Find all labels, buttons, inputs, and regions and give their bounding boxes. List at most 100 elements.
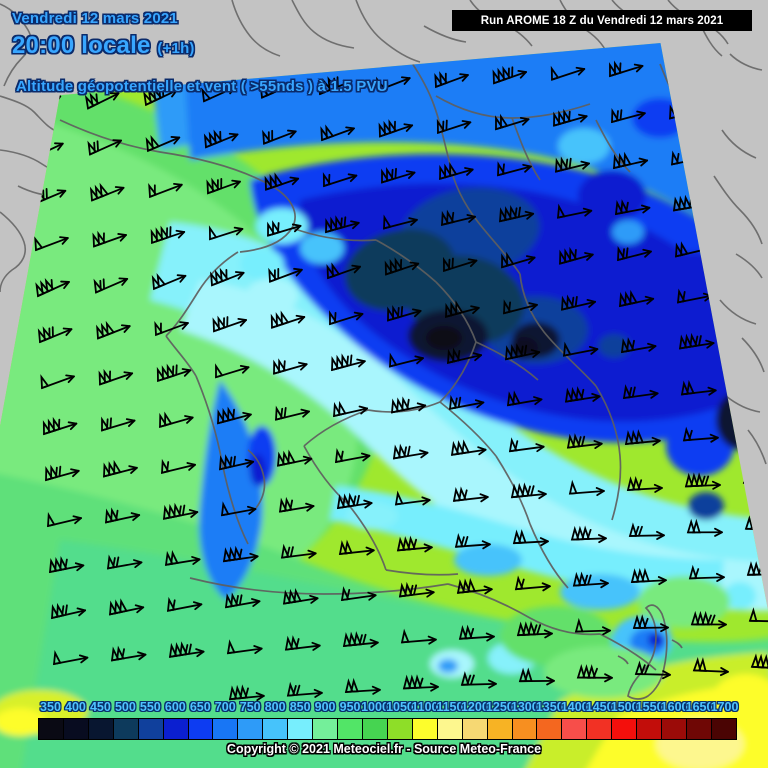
wind-barb <box>276 449 313 467</box>
colorbar-legend: 350 400 450 500 550 600 650 700 750 800 850 900 950 1… <box>0 700 768 768</box>
wind-barb <box>344 677 381 695</box>
wind-barb <box>514 575 551 592</box>
wind-barb <box>555 156 590 173</box>
forecast-hour-offset: (+1h) <box>157 40 195 57</box>
wind-barb <box>220 501 257 517</box>
wind-barb <box>92 230 127 248</box>
wind-barb <box>392 443 429 460</box>
wind-barb <box>454 533 491 550</box>
colorbar-tick: 900 <box>314 700 336 714</box>
colorbar-swatch <box>437 719 463 739</box>
colorbar-tick: 950 <box>339 700 361 714</box>
wind-barb <box>611 108 646 124</box>
wind-barb <box>748 607 768 623</box>
colorbar-tick: 1700 <box>710 700 739 714</box>
wind-barb <box>378 119 414 138</box>
colorbar-tick: 700 <box>214 700 236 714</box>
wind-barb <box>381 166 416 184</box>
colorbar-swatch <box>288 719 314 739</box>
wind-barb <box>148 182 183 199</box>
wind-barb <box>622 384 659 400</box>
model-run-banner: Run AROME 18 Z du Vendredi 12 mars 2021 <box>452 10 752 31</box>
wind-barb <box>439 162 474 180</box>
wind-barb <box>262 129 297 145</box>
colorbar-swatch <box>462 719 488 739</box>
colorbar-tick: 1500 <box>610 700 639 714</box>
colorbar-tick: 1100 <box>411 700 439 714</box>
wind-barb <box>338 539 375 556</box>
wind-barb <box>161 458 196 474</box>
forecast-hour-label: 20:00 locale (+1h) <box>12 32 195 60</box>
wind-barb <box>228 684 265 702</box>
wind-barb <box>150 225 186 245</box>
wind-barb <box>387 305 422 322</box>
wind-barb <box>108 598 145 616</box>
colorbar-tick: 400 <box>65 700 86 714</box>
wind-barb <box>402 674 439 692</box>
wind-barb <box>45 464 80 482</box>
colorbar-tick: 1350 <box>535 700 564 714</box>
wind-barb <box>456 577 493 595</box>
colorbar-tick: 1650 <box>685 700 714 714</box>
wind-barb <box>499 204 535 223</box>
colorbar-tick: 1250 <box>485 700 514 714</box>
wind-barb <box>168 641 205 658</box>
wind-barb <box>508 437 545 453</box>
wind-barb <box>334 448 371 464</box>
wind-barb <box>501 251 536 269</box>
wind-barb <box>518 667 555 686</box>
wind-barb <box>342 631 379 648</box>
wind-barb <box>159 411 194 428</box>
wind-barb <box>572 571 609 589</box>
colorbar-swatch <box>362 719 388 739</box>
wind-barb <box>268 267 303 283</box>
wind-barb <box>222 545 259 563</box>
wind-barb <box>264 172 300 191</box>
colorbar-tick: 600 <box>164 700 186 714</box>
colorbar-tick: 1450 <box>585 700 614 714</box>
wind-barb <box>212 315 248 333</box>
wind-barb <box>201 85 236 103</box>
wind-barb <box>164 550 201 566</box>
wind-barb <box>329 310 364 326</box>
wind-barb <box>568 479 605 497</box>
wind-barb <box>550 65 586 81</box>
wind-barb <box>442 256 478 273</box>
wind-barb <box>613 151 649 170</box>
wind-barb <box>340 586 377 602</box>
colorbar-swatch <box>612 719 638 739</box>
wind-barb <box>445 300 480 318</box>
colorbar-swatch <box>637 719 663 739</box>
colorbar-swatch <box>487 719 513 739</box>
wind-barb <box>447 347 483 364</box>
wind-barb <box>448 394 485 410</box>
forecast-date-label: Vendredi 12 mars 2021 <box>12 10 178 27</box>
wind-barb <box>562 341 599 357</box>
wind-barb <box>143 86 178 107</box>
colorbar-swatch <box>213 719 239 739</box>
wind-barb <box>390 396 427 414</box>
wind-barb <box>492 65 528 85</box>
colorbar-swatch <box>313 719 339 739</box>
wind-barb <box>682 426 719 443</box>
wind-barb <box>325 215 360 234</box>
colorbar-swatch <box>711 719 736 739</box>
wind-barb <box>215 363 250 379</box>
wind-barb <box>383 214 418 230</box>
wind-barb <box>110 645 147 662</box>
wind-barb <box>389 352 424 368</box>
wind-barb <box>89 182 125 202</box>
colorbar-tick: 1050 <box>386 700 414 714</box>
wind-barb <box>559 246 594 265</box>
wind-barb <box>145 135 181 153</box>
colorbar-tick: 550 <box>139 700 161 714</box>
colorbar-tick: 500 <box>114 700 136 714</box>
wind-barb <box>96 320 131 340</box>
wind-barb <box>556 203 593 219</box>
wind-barb <box>317 76 353 96</box>
wind-barb <box>497 161 532 177</box>
wind-barb <box>450 439 487 456</box>
wind-barb <box>458 624 495 642</box>
wind-barb <box>684 472 721 490</box>
